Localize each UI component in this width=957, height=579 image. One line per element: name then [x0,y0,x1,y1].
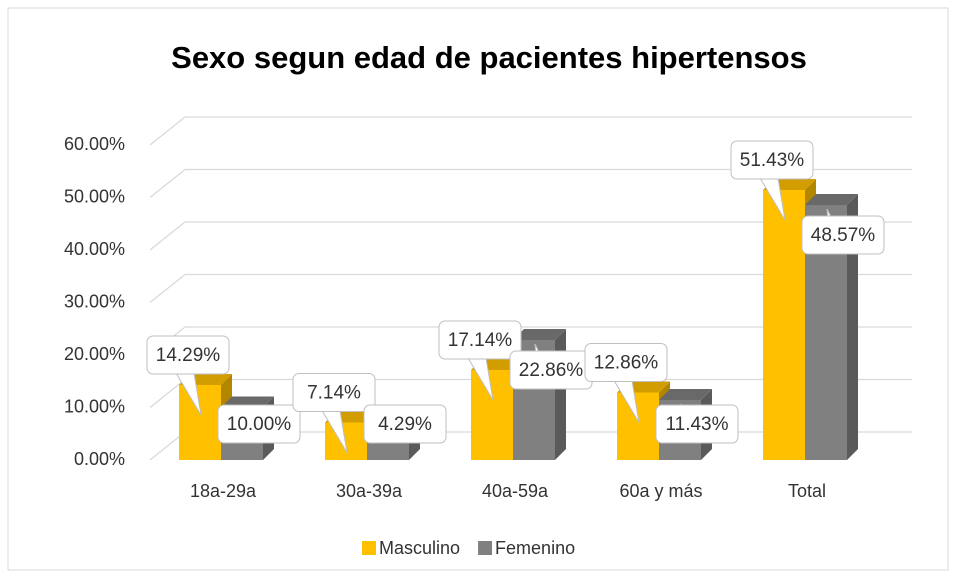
x-tick-label: 18a-29a [190,481,257,501]
data-label-text: 4.29% [378,414,432,435]
bar-front [179,384,221,460]
data-label-text: 10.00% [227,414,292,435]
legend-swatch [362,541,376,555]
data-label: 17.14% [438,320,522,401]
data-label: 14.29% [146,335,230,416]
callout-box [363,404,447,444]
bar-side [847,194,858,460]
y-tick-label: 60.00% [64,134,125,154]
bar-top [513,328,566,340]
y-tick-label: 50.00% [64,186,125,206]
callout-box [438,320,522,360]
y-tick-label: 0.00% [74,449,125,469]
data-label-text: 7.14% [307,383,361,404]
data-label-text: 22.86% [519,360,584,381]
grid-line [149,116,912,146]
data-label: 51.43% [730,140,814,221]
data-label-text: 11.43% [665,414,728,435]
y-tick-label: 20.00% [64,344,125,364]
bar-side [555,328,566,460]
data-label-text: 51.43% [740,150,805,171]
grid-line [149,221,912,251]
data-label: 10.00% [217,404,301,444]
data-label-text: 17.14% [448,330,513,351]
legend-swatch [478,541,493,555]
data-label: 12.86% [584,342,668,423]
y-tick-label: 30.00% [64,291,125,311]
data-label-text: 14.29% [156,345,221,366]
y-tick-label: 10.00% [64,396,125,416]
callout-box [292,373,376,413]
data-label-text: 48.57% [811,225,876,246]
bar-top [659,388,712,400]
data-label: 11.43% [655,403,739,444]
data-label: 7.14% [292,373,376,453]
callout-box [584,342,668,382]
x-tick-label: 60a y más [619,481,702,501]
data-label: 22.86% [509,343,593,390]
bar-front [763,189,805,460]
grid-line [149,168,912,199]
data-label: 48.57% [801,208,885,255]
callout-box [146,335,230,375]
callout-box [655,404,739,444]
bar-top [805,194,858,206]
x-tick-label: 40a-59a [482,481,549,501]
grid-line [149,273,912,304]
bar-front [471,370,513,460]
y-tick-label: 40.00% [64,239,125,259]
legend-label: Masculino [379,538,460,558]
callout-box [730,140,814,180]
data-label-text: 12.86% [594,353,659,374]
chart-title: Sexo segun edad de pacientes hipertensos [171,40,807,75]
x-tick-label: Total [788,481,826,501]
callout-box [217,404,301,444]
bar-front [617,392,659,460]
x-tick-label: 30a-39a [336,481,403,501]
callout-box [801,215,885,255]
legend-label: Femenino [495,538,575,558]
bar-front [325,422,367,460]
data-label: 4.29% [363,404,447,444]
